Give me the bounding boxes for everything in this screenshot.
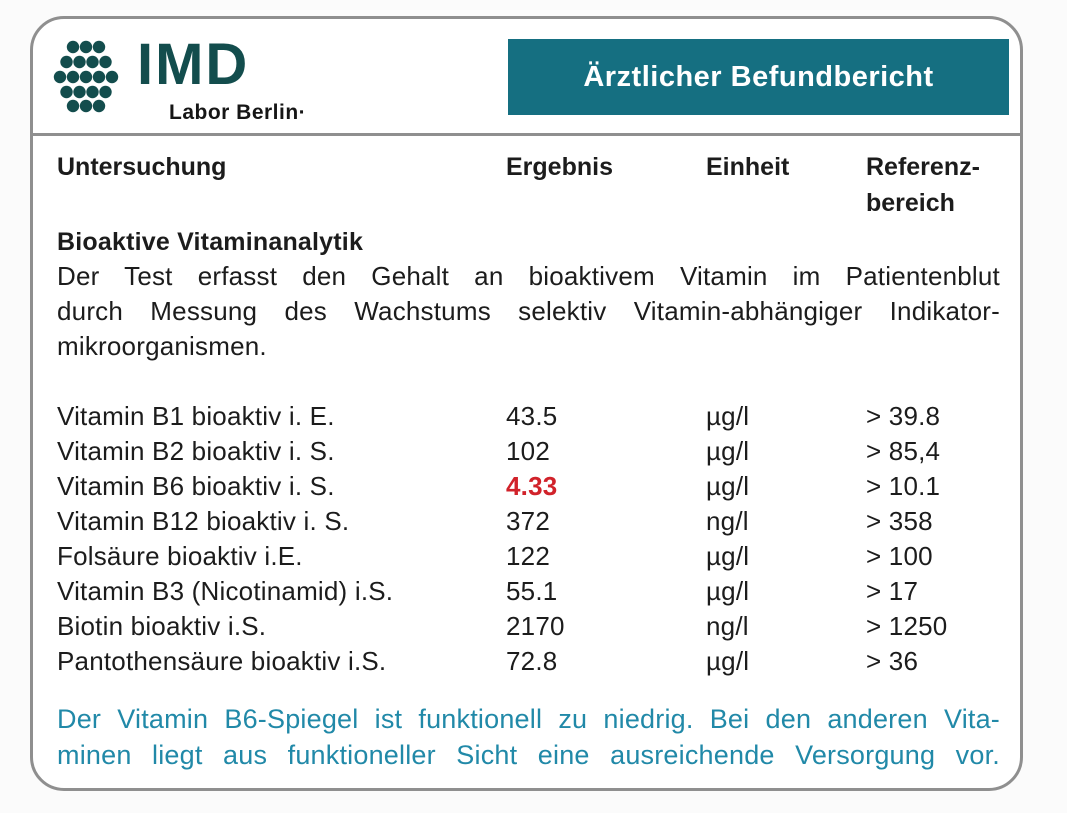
- interpretation-note: Der Vitamin B6-Spiegel ist funktionell z…: [57, 701, 1000, 773]
- analyte-name: Vitamin B6 bioaktiv i. S.: [57, 471, 335, 501]
- unit: µg/l: [706, 436, 750, 466]
- table-row: Vitamin B2 bioaktiv i. S. 102 µg/l > 85,…: [57, 434, 1000, 469]
- table-row: Folsäure bioaktiv i.E. 122 µg/l > 100: [57, 539, 1000, 574]
- table-row: Biotin bioaktiv i.S. 2170 ng/l > 1250: [57, 609, 1000, 644]
- analyte-name: Vitamin B2 bioaktiv i. S.: [57, 436, 335, 466]
- report-title: Ärztlicher Befundbericht: [583, 60, 934, 93]
- col-header-unit: Einheit: [706, 153, 790, 181]
- reference-range: > 39.8: [866, 401, 941, 431]
- reference-range: > 85,4: [866, 436, 941, 466]
- col-header-result: Ergebnis: [506, 153, 613, 181]
- report-header: IMD Labor Berlin· Ärztlicher Befundberic…: [33, 19, 1020, 136]
- reference-range: > 36: [866, 646, 919, 676]
- unit: µg/l: [706, 646, 750, 676]
- unit: ng/l: [706, 611, 749, 641]
- imd-logo: IMD Labor Berlin·: [53, 35, 333, 131]
- analyte-name: Pantothensäure bioaktiv i.S.: [57, 646, 387, 676]
- description-line: Der Test erfasst den Gehalt an bioaktive…: [57, 261, 1000, 291]
- unit: µg/l: [706, 541, 750, 571]
- result-value: 72.8: [506, 646, 558, 676]
- reference-range: > 1250: [866, 611, 948, 641]
- result-value: 2170: [506, 611, 565, 641]
- analyte-name: Vitamin B1 bioaktiv i. E.: [57, 401, 335, 431]
- table-row: Vitamin B12 bioaktiv i. S. 372 ng/l > 35…: [57, 504, 1000, 539]
- brand-subtitle: Labor Berlin·: [169, 101, 307, 124]
- imd-logo-dots-icon: [53, 40, 119, 113]
- col-header-reference-line1: Referenz-: [866, 153, 980, 181]
- report-body: Untersuchung Ergebnis Einheit Referenz- …: [33, 136, 1020, 788]
- report-title-banner: Ärztlicher Befundbericht: [508, 39, 1009, 115]
- brand-name: IMD: [137, 32, 250, 97]
- description-line: mikroorganismen.: [57, 331, 267, 361]
- reference-range: > 358: [866, 506, 933, 536]
- reference-range: > 17: [866, 576, 919, 606]
- unit: µg/l: [706, 471, 750, 501]
- analyte-name: Vitamin B12 bioaktiv i. S.: [57, 506, 350, 536]
- unit: ng/l: [706, 506, 749, 536]
- col-header-reference-line2: bereich: [866, 189, 955, 217]
- result-value: 43.5: [506, 401, 558, 431]
- result-value: 122: [506, 541, 550, 571]
- analyte-name: Vitamin B3 (Nicotinamid) i.S.: [57, 576, 394, 606]
- col-header-analyte: Untersuchung: [57, 153, 227, 181]
- section-description: Der Test erfasst den Gehalt an bioaktive…: [57, 259, 1000, 364]
- section-title: Bioaktive Vitaminanalytik: [57, 228, 364, 256]
- table-row: Vitamin B1 bioaktiv i. E. 43.5 µg/l > 39…: [57, 399, 1000, 434]
- reference-range: > 10.1: [866, 471, 941, 501]
- analyte-name: Folsäure bioaktiv i.E.: [57, 541, 303, 571]
- analyte-name: Biotin bioaktiv i.S.: [57, 611, 267, 641]
- result-value: 4.33: [506, 471, 558, 501]
- description-line: durch Messung des Wachstums selektiv Vit…: [57, 296, 1000, 326]
- interpretation-line: Der Vitamin B6-Spiegel ist funktionell z…: [57, 704, 1000, 734]
- col-header-reference: Referenz- bereich: [866, 149, 1000, 221]
- interpretation-line: minen liegt aus funktioneller Sicht eine…: [57, 740, 1000, 770]
- result-value: 55.1: [506, 576, 558, 606]
- table-row: Vitamin B3 (Nicotinamid) i.S. 55.1 µg/l …: [57, 574, 1000, 609]
- results-table: Vitamin B1 bioaktiv i. E. 43.5 µg/l > 39…: [57, 399, 1000, 679]
- table-header-row: Untersuchung Ergebnis Einheit Referenz- …: [57, 149, 1000, 221]
- result-value: 372: [506, 506, 550, 536]
- table-row: Vitamin B6 bioaktiv i. S. 4.33 µg/l > 10…: [57, 469, 1000, 504]
- report-card: IMD Labor Berlin· Ärztlicher Befundberic…: [30, 16, 1023, 791]
- table-row: Pantothensäure bioaktiv i.S. 72.8 µg/l >…: [57, 644, 1000, 679]
- result-value: 102: [506, 436, 550, 466]
- reference-range: > 100: [866, 541, 933, 571]
- unit: µg/l: [706, 401, 750, 431]
- unit: µg/l: [706, 576, 750, 606]
